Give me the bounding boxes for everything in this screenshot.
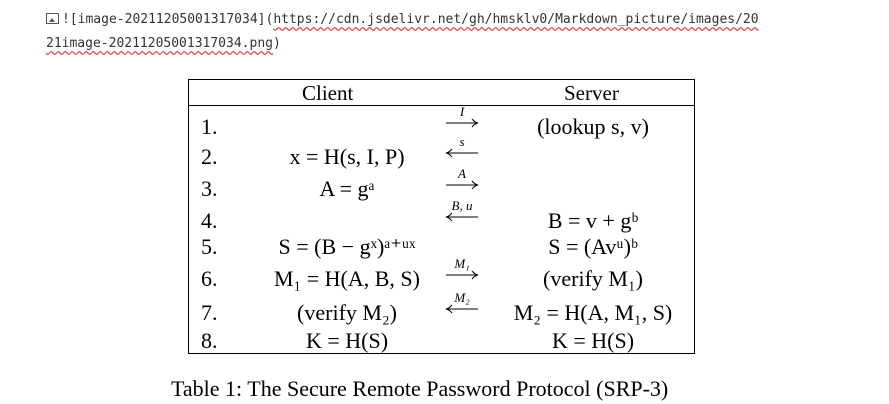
table-row: 7. (verify M₂) M₂ M₂ = H(A, M₁, S) bbox=[189, 291, 694, 330]
column-header-server: Server bbox=[564, 81, 619, 105]
markdown-image-line-1: ![image-20211205001317034](https://cdn.j… bbox=[46, 12, 759, 27]
left-arrow-icon: M₂ bbox=[444, 290, 480, 320]
left-arrow-icon: B, u bbox=[444, 198, 480, 228]
markdown-suffix: ) bbox=[272, 36, 281, 51]
table-caption: Table 1: The Secure Remote Password Prot… bbox=[171, 376, 669, 401]
header-rule bbox=[189, 105, 694, 106]
message-label: B, u bbox=[451, 198, 473, 213]
step-number: 4. bbox=[201, 208, 218, 233]
markdown-image-link-continued[interactable]: 21image-20211205001317034.png bbox=[46, 36, 273, 51]
server-step: K = H(S) bbox=[551, 328, 635, 353]
server-step: M₂ = H(A, M₁, S) bbox=[513, 300, 673, 325]
message-label: A bbox=[458, 166, 466, 181]
step-number: 8. bbox=[201, 328, 218, 353]
column-header-client: Client bbox=[302, 81, 354, 105]
server-step: (verify M₁) bbox=[543, 266, 643, 291]
right-arrow-icon: I bbox=[444, 104, 480, 134]
srp-protocol-table: Client Server 1. I (lookup s, v) 2. x = H(s,… bbox=[188, 79, 695, 354]
client-step: A = gᵃ bbox=[319, 176, 375, 201]
right-arrow-icon: M₁ bbox=[444, 256, 480, 286]
step-number: 1. bbox=[201, 114, 218, 139]
step-number: 2. bbox=[201, 144, 218, 169]
left-arrow-icon: s bbox=[444, 134, 480, 164]
table-row: 6. M₁ = H(A, B, S) M₁ (verify M₁) bbox=[189, 257, 694, 296]
step-number: 5. bbox=[201, 234, 218, 259]
message-label: M₂ bbox=[454, 290, 470, 305]
client-step: x = H(s, I, P) bbox=[289, 144, 405, 169]
client-step: M₁ = H(A, B, S) bbox=[274, 266, 420, 291]
table-row: 2. x = H(s, I, P) s bbox=[189, 135, 694, 174]
client-step: S = (B − gˣ)ᵃ⁺ᵘˣ bbox=[278, 234, 416, 259]
table-row: 5. S = (B − gˣ)ᵃ⁺ᵘˣ S = (Avᵘ)ᵇ bbox=[189, 234, 694, 264]
markdown-image-line-2: 21image-20211205001317034.png) bbox=[46, 36, 281, 51]
step-number: 7. bbox=[201, 300, 218, 325]
client-step: K = H(S) bbox=[305, 328, 389, 353]
server-step: (lookup s, v) bbox=[537, 114, 649, 139]
table-row: 8. K = H(S) K = H(S) bbox=[189, 328, 694, 358]
markdown-prefix: ![image-20211205001317034]( bbox=[62, 12, 274, 27]
message-label: s bbox=[459, 134, 465, 149]
table-row: 3. A = gᵃ A bbox=[189, 167, 694, 206]
client-step: (verify M₂) bbox=[297, 300, 397, 325]
step-number: 3. bbox=[201, 176, 218, 201]
message-label: I bbox=[459, 104, 465, 119]
right-arrow-icon: A bbox=[444, 166, 480, 196]
broken-image-icon bbox=[46, 13, 59, 24]
server-step: B = v + gᵇ bbox=[547, 208, 639, 233]
server-step: S = (Avᵘ)ᵇ bbox=[548, 234, 638, 259]
message-label: M₁ bbox=[454, 256, 470, 271]
table-row: 4. B, u B = v + gᵇ bbox=[189, 199, 694, 238]
table-row: 1. I (lookup s, v) bbox=[189, 105, 694, 144]
step-number: 6. bbox=[201, 266, 218, 291]
markdown-image-link[interactable]: https://cdn.jsdelivr.net/gh/hmsklv0/Mark… bbox=[273, 12, 759, 27]
